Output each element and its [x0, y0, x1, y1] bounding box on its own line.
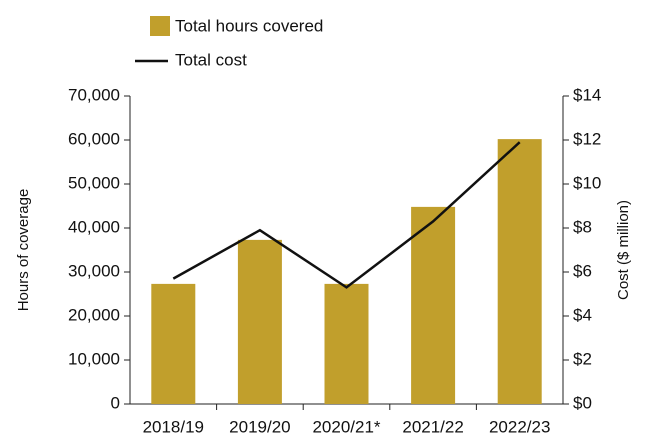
x-tick-label: 2019/20 — [229, 417, 290, 436]
y-axis-label: Hours of coverage — [15, 189, 32, 312]
y-tick-label: 40,000 — [68, 217, 120, 236]
y-tick-label: 70,000 — [68, 85, 120, 104]
bar — [411, 206, 456, 404]
y2-tick-label: $6 — [573, 261, 592, 280]
x-tick-label: 2018/19 — [143, 417, 204, 436]
bar — [324, 283, 369, 404]
y-tick-label: 20,000 — [68, 305, 120, 324]
y2-tick-label: $10 — [573, 173, 601, 192]
bar — [151, 283, 196, 404]
bar — [497, 139, 542, 404]
y2-axis-label: Cost ($ million) — [615, 200, 632, 300]
y2-tick-label: $2 — [573, 349, 592, 368]
y-tick-label: 10,000 — [68, 349, 120, 368]
y2-tick-label: $0 — [573, 393, 592, 412]
legend-swatch — [150, 16, 170, 36]
y2-tick-label: $12 — [573, 129, 601, 148]
x-tick-label: 2022/23 — [489, 417, 550, 436]
y-tick-label: 0 — [111, 393, 120, 412]
line — [172, 141, 521, 289]
y-tick-label: 30,000 — [68, 261, 120, 280]
y-tick-label: 50,000 — [68, 173, 120, 192]
bar — [237, 239, 282, 404]
y2-tick-label: $8 — [573, 217, 592, 236]
x-tick-label: 2020/21* — [312, 417, 380, 436]
legend-label: Total cost — [175, 50, 247, 69]
y2-tick-label: $14 — [573, 85, 601, 104]
y2-tick-label: $4 — [573, 305, 592, 324]
legend-label: Total hours covered — [175, 16, 323, 35]
y-tick-label: 60,000 — [68, 129, 120, 148]
x-tick-label: 2021/22 — [402, 417, 463, 436]
